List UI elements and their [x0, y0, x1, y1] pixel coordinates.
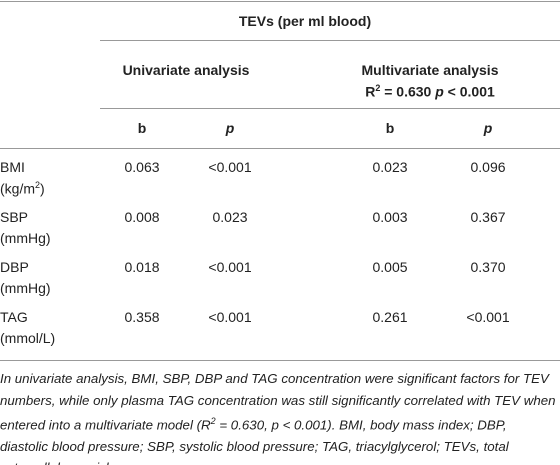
column-header: p: [225, 120, 235, 136]
row-unit: (kg/m2): [0, 180, 45, 197]
unit-text: (mmol/L): [0, 330, 56, 346]
cell: 0.358: [124, 309, 160, 325]
column-header: p: [483, 120, 493, 136]
footnote-sup: 2: [210, 416, 216, 426]
group-stat: R2 = 0.630 p < 0.001: [365, 83, 495, 100]
cell: <0.001: [208, 309, 252, 325]
group-title: Multivariate analysis: [361, 62, 499, 78]
cell: 0.005: [372, 259, 408, 275]
row-unit: (mmHg): [0, 230, 51, 246]
rule: [0, 360, 560, 361]
cell: 0.023: [372, 159, 408, 175]
cell: <0.001: [466, 309, 510, 325]
cell: 0.018: [124, 259, 160, 275]
footnote: In univariate analysis, BMI, SBP, DBP an…: [0, 368, 556, 465]
stat-text: < 0.001: [443, 83, 495, 100]
rule: [0, 1, 560, 2]
footnote-text: = 0.630, p < 0.001). BMI, body mass inde…: [0, 417, 509, 465]
cell: 0.367: [470, 209, 506, 225]
group-title: Univariate analysis: [122, 62, 250, 78]
stat-text: p: [435, 83, 444, 100]
row-unit: (mmol/L): [0, 330, 55, 346]
rule: [100, 40, 560, 41]
stat-text: = 0.630: [380, 83, 436, 100]
cell: 0.003: [372, 209, 408, 225]
cell: 0.023: [212, 209, 248, 225]
row-label: DBP: [0, 259, 29, 275]
unit-text: ): [40, 180, 45, 197]
row-unit: (mmHg): [0, 280, 51, 296]
rule: [0, 148, 560, 149]
cell: <0.001: [208, 159, 252, 175]
column-header: b: [385, 120, 395, 136]
table-title: TEVs (per ml blood): [238, 13, 372, 29]
cell: 0.261: [372, 309, 408, 325]
cell: 0.370: [470, 259, 506, 275]
unit-text: (kg/m: [0, 180, 35, 197]
column-header: b: [137, 120, 147, 136]
cell: 0.008: [124, 209, 160, 225]
row-label: TAG: [0, 309, 28, 325]
cell: <0.001: [208, 259, 252, 275]
unit-text: (mmHg): [0, 280, 51, 296]
cell: 0.063: [124, 159, 160, 175]
unit-text: (mmHg): [0, 230, 51, 246]
stat-sup: 2: [375, 83, 381, 93]
row-label: SBP: [0, 209, 29, 225]
row-label: BMI: [0, 159, 25, 175]
stat-text: R: [365, 83, 376, 100]
cell: 0.096: [470, 159, 506, 175]
footnote-text: In univariate analysis, BMI, SBP, DBP an…: [0, 371, 556, 433]
rule: [100, 108, 560, 109]
unit-text: 2: [35, 180, 41, 190]
